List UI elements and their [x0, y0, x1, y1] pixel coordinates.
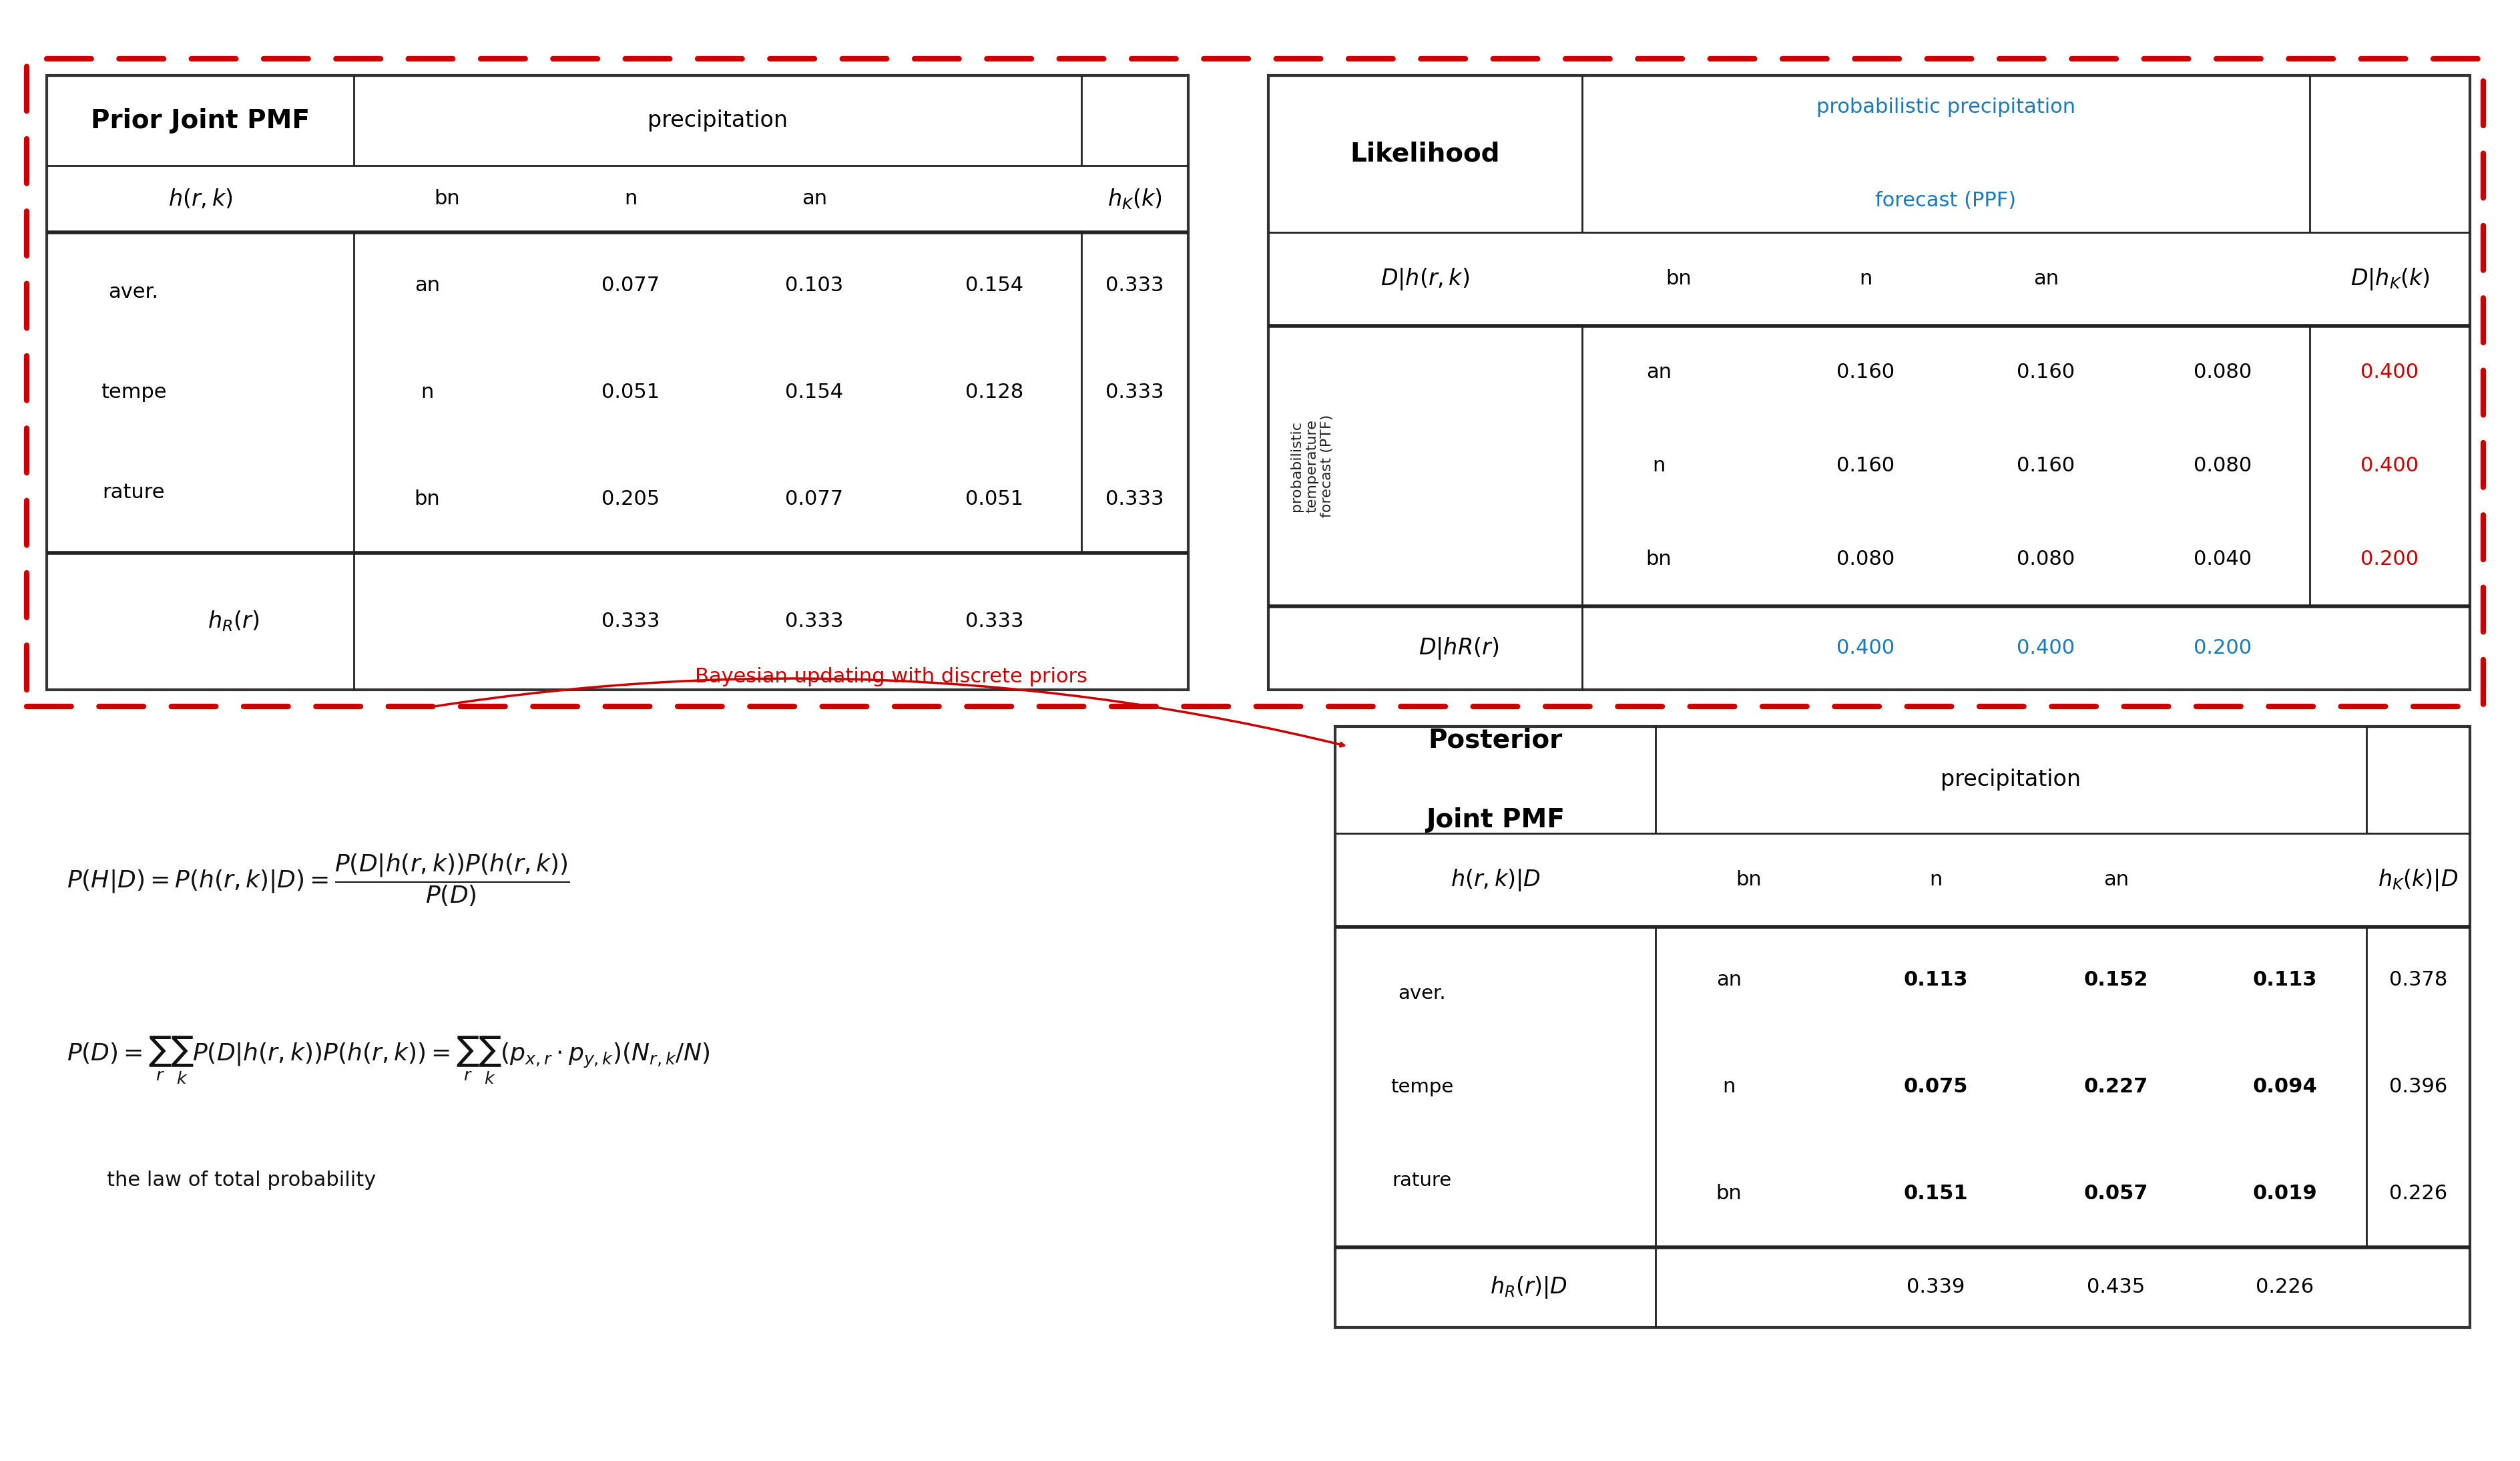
Text: 0.400: 0.400	[2361, 362, 2419, 383]
Text: 0.333: 0.333	[1106, 489, 1164, 508]
Text: $D|h_K(k)$: $D|h_K(k)$	[2351, 266, 2429, 292]
Text: 0.333: 0.333	[602, 612, 660, 631]
Text: 0.113: 0.113	[2253, 970, 2316, 991]
Text: 0.077: 0.077	[786, 489, 844, 508]
Text: an: an	[1716, 970, 1741, 991]
Text: aver.: aver.	[108, 283, 159, 302]
Text: 0.339: 0.339	[1908, 1278, 1966, 1297]
Text: $D|h(r,k)$: $D|h(r,k)$	[1381, 266, 1469, 292]
Text: 0.080: 0.080	[1837, 549, 1895, 570]
Text: 0.435: 0.435	[2087, 1278, 2145, 1297]
Text: an: an	[1646, 362, 1671, 383]
Text: 0.160: 0.160	[2016, 362, 2074, 383]
Text: $h(r,k)$: $h(r,k)$	[169, 187, 232, 210]
Text: n: n	[421, 383, 433, 402]
Text: 0.051: 0.051	[965, 489, 1023, 508]
Text: bn: bn	[413, 489, 441, 508]
Text: 0.333: 0.333	[1106, 383, 1164, 402]
Text: $h_R(r)$: $h_R(r)$	[207, 609, 260, 633]
Text: bn: bn	[1736, 871, 1761, 890]
Text: 0.226: 0.226	[2389, 1185, 2447, 1204]
Text: $h(r,k)|D$: $h(r,k)|D$	[1452, 868, 1540, 893]
Text: $P(H|D) = P(h(r,k)|D) = \dfrac{P(D|h(r,k))P(h(r,k))}{P(D)}$: $P(H|D) = P(h(r,k)|D) = \dfrac{P(D|h(r,k…	[66, 852, 570, 907]
Text: 0.160: 0.160	[1837, 362, 1895, 383]
Text: 0.154: 0.154	[786, 383, 844, 402]
Bar	[48, 76, 1189, 690]
Text: $h_K(k)|D$: $h_K(k)|D$	[2379, 868, 2460, 893]
Text: 0.154: 0.154	[965, 276, 1023, 295]
Text: an: an	[413, 276, 441, 295]
Text: rature: rature	[103, 484, 164, 503]
Text: 0.333: 0.333	[965, 612, 1023, 631]
Text: 0.227: 0.227	[2084, 1077, 2147, 1097]
Text: 0.040: 0.040	[2195, 549, 2253, 570]
Text: 0.057: 0.057	[2084, 1185, 2150, 1204]
Text: 0.051: 0.051	[602, 383, 660, 402]
Text: precipitation: precipitation	[648, 110, 789, 131]
Text: probabilistic
temperature
forecast (PTF): probabilistic temperature forecast (PTF)	[1290, 415, 1333, 517]
Text: Bayesian updating with discrete priors: Bayesian updating with discrete priors	[696, 668, 1089, 687]
Text: n: n	[1930, 871, 1943, 890]
Text: $D|hR(r)$: $D|hR(r)$	[1419, 636, 1499, 660]
Text: 0.400: 0.400	[2016, 638, 2074, 657]
Text: forecast (PPF): forecast (PPF)	[1875, 191, 2016, 210]
Text: bn: bn	[1716, 1185, 1741, 1204]
Text: Posterior: Posterior	[1429, 728, 1562, 752]
Text: Joint PMF: Joint PMF	[1426, 808, 1565, 833]
Bar	[1268, 76, 2470, 690]
Text: 0.080: 0.080	[2195, 456, 2253, 476]
Text: Likelihood: Likelihood	[1351, 142, 1499, 167]
Text: 0.378: 0.378	[2389, 970, 2447, 991]
Text: 0.226: 0.226	[2255, 1278, 2313, 1297]
Text: 0.205: 0.205	[602, 489, 660, 508]
Text: bn: bn	[1666, 269, 1691, 289]
Text: 0.128: 0.128	[965, 383, 1023, 402]
Text: 0.333: 0.333	[1106, 276, 1164, 295]
Text: $h_R(r)|D$: $h_R(r)|D$	[1489, 1274, 1567, 1300]
Text: precipitation: precipitation	[1940, 768, 2082, 790]
Text: 0.075: 0.075	[1903, 1077, 1968, 1097]
Text: aver.: aver.	[1399, 985, 1446, 1002]
Text: 0.151: 0.151	[1903, 1185, 1968, 1204]
Text: 0.200: 0.200	[2361, 549, 2419, 570]
Text: an: an	[2104, 871, 2129, 890]
Text: n: n	[1653, 456, 1666, 476]
Text: n: n	[625, 190, 638, 209]
Text: tempe: tempe	[1391, 1078, 1454, 1096]
Text: probabilistic precipitation: probabilistic precipitation	[1817, 98, 2076, 117]
Text: an: an	[801, 190, 827, 209]
Bar	[28, 58, 2482, 707]
Text: 0.103: 0.103	[786, 276, 844, 295]
Text: 0.160: 0.160	[1837, 456, 1895, 476]
Text: the law of total probability: the law of total probability	[106, 1170, 375, 1191]
Text: $P(D) = \sum_{r}\sum_{k} P(D|h(r,k))P(h(r,k)) = \sum_{r}\sum_{k}(p_{x,r}\cdot p_: $P(D) = \sum_{r}\sum_{k} P(D|h(r,k))P(h(…	[66, 1034, 711, 1086]
Text: bn: bn	[433, 190, 461, 209]
Text: 0.333: 0.333	[786, 612, 844, 631]
Text: 0.400: 0.400	[2361, 456, 2419, 476]
Text: an: an	[2034, 269, 2059, 289]
Bar	[1336, 726, 2470, 1328]
Text: 0.077: 0.077	[602, 276, 660, 295]
Text: n: n	[1860, 269, 1872, 289]
Text: 0.160: 0.160	[2016, 456, 2074, 476]
Text: 0.400: 0.400	[1837, 638, 1895, 657]
Text: 0.080: 0.080	[2016, 549, 2074, 570]
Text: 0.396: 0.396	[2389, 1077, 2447, 1097]
Text: 0.080: 0.080	[2195, 362, 2253, 383]
Text: 0.113: 0.113	[1903, 970, 1968, 991]
Text: 0.094: 0.094	[2253, 1077, 2316, 1097]
Text: 0.019: 0.019	[2253, 1185, 2316, 1204]
Text: 0.152: 0.152	[2084, 970, 2150, 991]
Text: Prior Joint PMF: Prior Joint PMF	[91, 108, 310, 133]
Text: $h_K(k)$: $h_K(k)$	[1106, 187, 1162, 210]
Text: bn: bn	[1646, 549, 1671, 570]
Text: n: n	[1724, 1077, 1736, 1097]
Text: 0.200: 0.200	[2195, 638, 2253, 657]
Text: rature: rature	[1391, 1172, 1452, 1189]
Text: tempe: tempe	[101, 383, 166, 402]
